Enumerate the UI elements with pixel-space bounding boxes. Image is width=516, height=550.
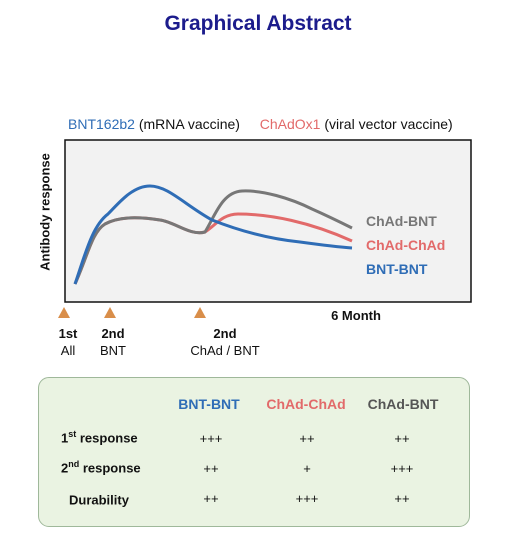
row-label-first-response: 1st response (61, 429, 138, 446)
series-label-bnt-bnt: BNT-BNT (366, 261, 428, 277)
dose-2-number: 2nd (101, 326, 125, 341)
dose-label-3: 2nd ChAd / BNT (190, 325, 259, 359)
col-header-chad-chad: ChAd-ChAd (266, 396, 346, 412)
legend-bnt-desc: (mRNA vaccine) (138, 116, 240, 132)
series-label-chad-chad: ChAd-ChAd (366, 237, 446, 253)
row-label-second-response: 2nd response (61, 459, 141, 476)
summary-table: BNT-BNT ChAd-ChAd ChAd-BNT 1st response … (38, 377, 470, 527)
dose-label-1: 1st All (59, 325, 78, 359)
dose-3-number: 2nd (213, 326, 237, 341)
col-header-chad-bnt: ChAd-BNT (367, 396, 439, 412)
dose-1-number: 1st (58, 326, 78, 341)
dose-marker-2 (104, 307, 116, 318)
cell-first-chad-chad: ++ (299, 431, 315, 446)
dose-2-group: BNT (100, 343, 126, 358)
dose-marker-1 (58, 307, 70, 318)
series-label-chad-bnt: ChAd-BNT (366, 213, 437, 229)
cell-first-chad-bnt: ++ (394, 431, 410, 446)
dose-label-2: 2nd BNT (100, 325, 126, 359)
dose-marker-3 (194, 307, 206, 318)
cell-second-chad-bnt: +++ (390, 461, 414, 476)
cell-first-bnt-bnt: +++ (199, 431, 223, 446)
col-header-bnt-bnt: BNT-BNT (178, 396, 240, 412)
legend-chad-desc: (viral vector vaccine) (324, 116, 453, 132)
curve-bnt-bnt (73, 184, 353, 285)
dose-3-group: ChAd / BNT (190, 343, 260, 358)
antibody-chart (58, 139, 472, 318)
cell-durability-chad-bnt: ++ (394, 491, 410, 506)
legend: BNT162b2 (mRNA vaccine) ChAdOx1 (viral v… (68, 116, 453, 132)
page-title: Graphical Abstract (164, 12, 352, 35)
dose-1-group: All (60, 343, 76, 358)
row-label-durability: Durability (69, 492, 129, 508)
legend-bnt-name: BNT162b2 (68, 116, 135, 132)
curve-chad-bnt (73, 189, 353, 285)
cell-second-bnt-bnt: ++ (203, 461, 219, 476)
month-label: 6 Month (331, 308, 381, 323)
legend-chad-name: ChAdOx1 (259, 116, 321, 132)
plot-area (64, 139, 472, 303)
cell-durability-bnt-bnt: ++ (203, 491, 219, 506)
cell-second-chad-chad: + (303, 461, 311, 476)
cell-durability-chad-chad: +++ (295, 491, 319, 506)
y-axis-label: Antibody response (37, 153, 53, 271)
